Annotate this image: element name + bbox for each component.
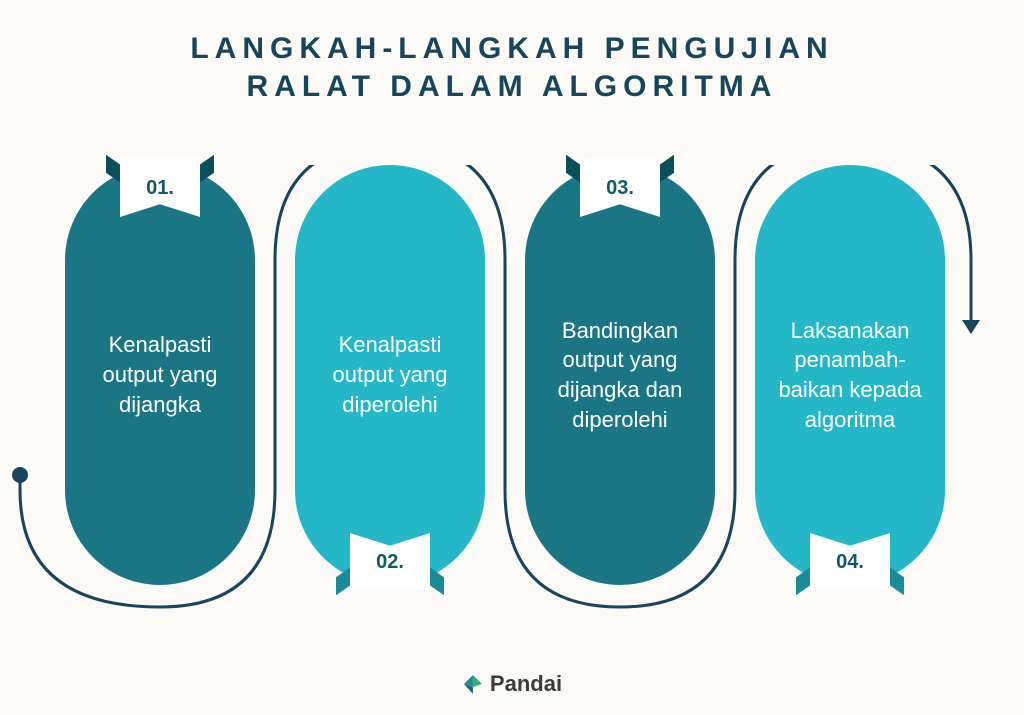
- flow-start-dot: [12, 467, 28, 483]
- step-number-ribbon: 02.: [350, 533, 430, 591]
- step-text: Laksanakan penambah-baikan kepada algori…: [773, 316, 927, 435]
- step-number-ribbon: 03.: [580, 159, 660, 217]
- brand-mark-icon: [462, 673, 484, 695]
- step-number: 04.: [836, 551, 864, 574]
- step-number: 01.: [146, 177, 174, 200]
- step-number: 02.: [376, 551, 404, 574]
- step-pill-4: Laksanakan penambah-baikan kepada algori…: [755, 165, 945, 585]
- step-text: Bandingkan output yang dijangka dan dipe…: [543, 316, 697, 435]
- brand-logo: Pandai: [462, 671, 562, 697]
- step-pill-1: Kenalpasti output yang dijangka 01.: [65, 165, 255, 585]
- steps-flow: Kenalpasti output yang dijangka01.Kenalp…: [0, 165, 1024, 625]
- step-number-ribbon: 04.: [810, 533, 890, 591]
- step-pill-2: Kenalpasti output yang diperolehi 02.: [295, 165, 485, 585]
- page-title: LANGKAH-LANGKAH PENGUJIAN RALAT DALAM AL…: [0, 0, 1024, 105]
- step-text: Kenalpasti output yang diperolehi: [313, 330, 467, 419]
- step-number-ribbon: 01.: [120, 159, 200, 217]
- flow-end-arrow: [962, 320, 980, 334]
- title-line1: LANGKAH-LANGKAH PENGUJIAN: [190, 32, 833, 65]
- brand-name: Pandai: [490, 671, 562, 697]
- step-number: 03.: [606, 177, 634, 200]
- title-line2: RALAT DALAM ALGORITMA: [247, 70, 778, 103]
- step-text: Kenalpasti output yang dijangka: [83, 330, 237, 419]
- step-pill-3: Bandingkan output yang dijangka dan dipe…: [525, 165, 715, 585]
